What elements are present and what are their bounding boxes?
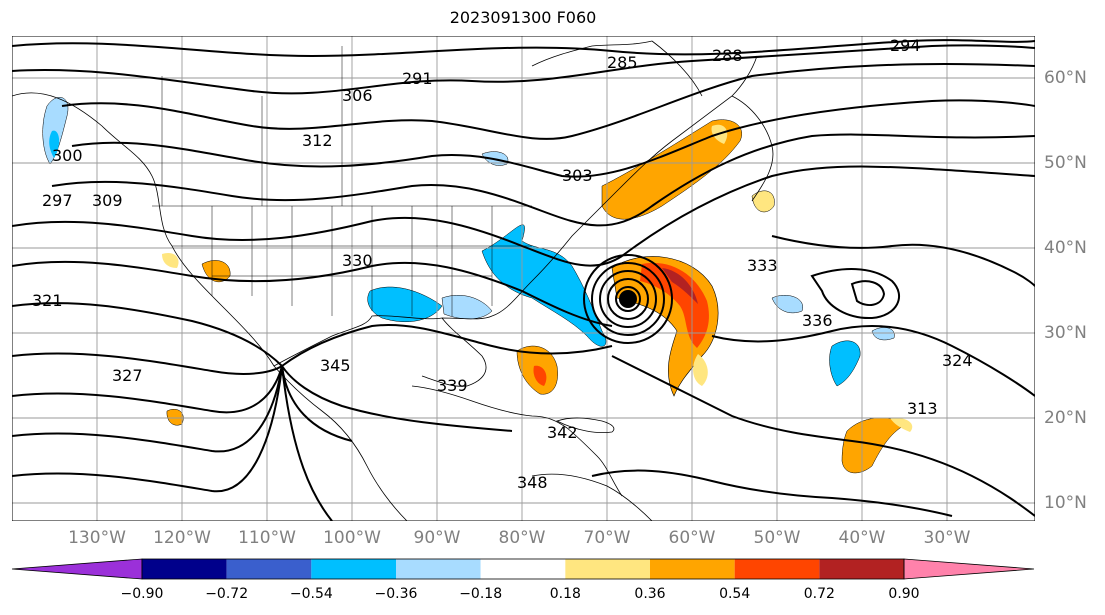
map-title: 2023091300 F060 <box>449 8 597 27</box>
colorbar-cell <box>311 559 396 579</box>
longitude-label: 40°W <box>838 528 886 548</box>
negative-anomaly-alaska <box>42 97 69 165</box>
positive-anomaly-tropical-atlantic-light <box>890 417 913 432</box>
latitude-label: 30°N <box>1044 323 1087 343</box>
contour-label: 297 <box>42 191 73 210</box>
contour-label: 300 <box>52 146 83 165</box>
longitude-label: 130°W <box>68 528 126 548</box>
colorbar-tick-label: 0.72 <box>803 586 835 602</box>
positive-anomaly-storm-rim <box>693 354 708 386</box>
colorbar-extend-high <box>903 558 1035 580</box>
colorbar-tick-label: −0.90 <box>120 586 164 602</box>
contour-label: 339 <box>437 376 468 395</box>
colorbar-tick-label: −0.36 <box>374 586 418 602</box>
contour-lines <box>12 39 1035 521</box>
colorbar-tick-label: 0.18 <box>549 586 581 602</box>
colorbar-cell <box>819 559 904 579</box>
negative-anomaly-alaska-core <box>49 130 60 158</box>
contour-label: 288 <box>712 46 743 65</box>
colorbar-cell <box>396 559 481 579</box>
positive-anomaly-storm-inner <box>662 268 698 304</box>
longitude-label: 110°W <box>238 528 296 548</box>
contour-label: 324 <box>942 351 973 370</box>
contour-label: 336 <box>802 311 833 330</box>
colorbar-cell <box>734 559 820 579</box>
contour-label: 313 <box>907 399 938 418</box>
contour-label: 285 <box>607 53 638 72</box>
contour-label: 333 <box>747 256 778 275</box>
contour-label: 306 <box>342 86 373 105</box>
latitude-label: 10°N <box>1044 493 1087 513</box>
latitude-label: 50°N <box>1044 153 1087 173</box>
longitude-label: 30°W <box>923 528 971 548</box>
storm-center-marker <box>619 290 637 308</box>
map-panel: 291 294 285 288 303 306 309 312 297 300 … <box>12 36 1035 521</box>
positive-anomaly-nova <box>751 190 775 213</box>
colorbar-tick-label: 0.90 <box>888 586 920 602</box>
contour-label: 291 <box>402 69 433 88</box>
colorbar-cell <box>565 559 650 579</box>
colorbar-cell <box>650 559 735 579</box>
colorbar <box>11 558 1035 580</box>
colorbar-cell <box>480 559 566 579</box>
contour-label: 294 <box>890 36 921 55</box>
colorbar-tick-label: 0.36 <box>634 586 666 602</box>
negative-anomaly-atlantic-light <box>771 295 804 314</box>
contour-label: 303 <box>562 166 593 185</box>
contour-label: 342 <box>547 423 578 442</box>
longitude-label: 60°W <box>668 528 716 548</box>
positive-anomaly-mexico-light <box>162 252 179 268</box>
contour-labels: 291 294 285 288 303 306 309 312 297 300 … <box>32 36 973 492</box>
latitude-label: 40°N <box>1044 238 1087 258</box>
colorbar-cell <box>142 559 227 579</box>
negative-anomaly-atlantic <box>829 340 861 387</box>
coastlines <box>12 40 774 521</box>
colorbar-tick-label: 0.54 <box>719 586 751 602</box>
colorbar-extend-low <box>11 558 143 580</box>
colorbar-tick-label: −0.18 <box>459 586 503 602</box>
contour-label: 330 <box>342 251 373 270</box>
longitude-label: 70°W <box>583 528 631 548</box>
negative-anomaly-light <box>441 295 493 320</box>
colorbar-tick-label: −0.72 <box>205 586 249 602</box>
positive-anomaly-caribbean-core <box>533 365 547 386</box>
contour-label: 312 <box>302 131 333 150</box>
colorbar-cell <box>226 559 312 579</box>
longitude-label: 100°W <box>323 528 381 548</box>
colorbar-tick-label: −0.54 <box>289 586 333 602</box>
contour-label: 321 <box>32 291 63 310</box>
longitude-label: 50°W <box>753 528 801 548</box>
longitude-label: 120°W <box>153 528 211 548</box>
positive-anomaly-newfoundland <box>601 119 742 220</box>
colorbar-cells <box>11 558 1035 580</box>
negative-anomaly-gulf <box>367 286 443 323</box>
contour-label: 345 <box>320 356 351 375</box>
negative-anomaly-east <box>871 327 895 341</box>
graticule <box>12 36 1035 521</box>
colorbar-frame <box>141 558 905 580</box>
longitude-label: 90°W <box>413 528 461 548</box>
contour-label: 327 <box>112 366 143 385</box>
contour-label: 348 <box>517 473 548 492</box>
latitude-label: 20°N <box>1044 408 1087 428</box>
contour-label: 309 <box>92 191 123 210</box>
longitude-label: 80°W <box>498 528 546 548</box>
storm-rings <box>583 254 673 344</box>
latitude-label: 60°N <box>1044 68 1087 88</box>
